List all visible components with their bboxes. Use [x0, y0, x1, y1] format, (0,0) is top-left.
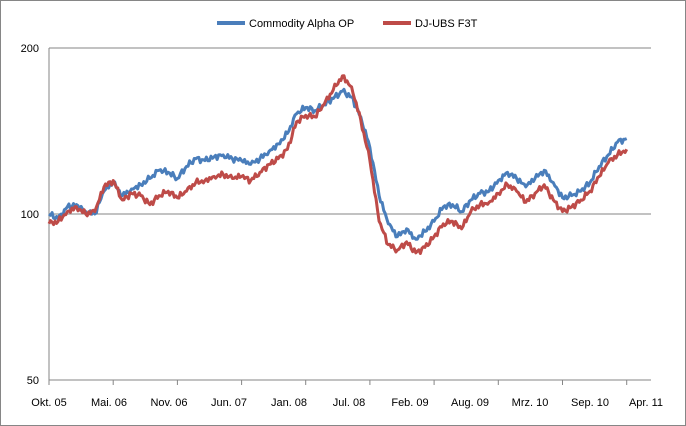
y-tick-label-50: 50 — [27, 375, 39, 387]
x-tick-label-sep-10: Sep. 10 — [571, 397, 609, 409]
y-tick-labels: 200 100 50 — [21, 43, 39, 387]
legend: Commodity Alpha OP DJ-UBS F3T — [217, 18, 478, 30]
x-tick-label-jan-08: Jan. 08 — [271, 397, 307, 409]
series-group — [47, 74, 629, 255]
series-line-dj-ubs-f3t — [47, 74, 629, 255]
x-tick-label-aug-09: Aug. 09 — [451, 397, 489, 409]
series-line-commodity-alpha-op — [48, 87, 628, 241]
y-tick-label-200: 200 — [21, 43, 39, 55]
x-tick-label-mai-06: Mai. 06 — [91, 397, 127, 409]
legend-label-commodity-alpha-op: Commodity Alpha OP — [249, 18, 354, 30]
y-tick-label-100: 100 — [21, 209, 39, 221]
legend-label-dj-ubs-f3t: DJ-UBS F3T — [415, 18, 478, 30]
x-tick-label-okt-05: Okt. 05 — [31, 397, 66, 409]
x-tick-label-feb-09: Feb. 09 — [391, 397, 428, 409]
x-tick-label-apr-11: Apr. 11 — [629, 397, 663, 409]
x-tick-marks — [48, 380, 628, 385]
x-tick-label-nov-06: Nov. 06 — [150, 397, 187, 409]
x-tick-label-jun-07: Jun. 07 — [211, 397, 247, 409]
gridlines — [49, 47, 651, 215]
x-tick-labels: Okt. 05 Mai. 06 Nov. 06 Jun. 07 Jan. 08 … — [31, 397, 663, 409]
x-tick-label-jul-08: Jul. 08 — [333, 397, 365, 409]
x-tick-label-mrz-10: Mrz. 10 — [512, 397, 549, 409]
